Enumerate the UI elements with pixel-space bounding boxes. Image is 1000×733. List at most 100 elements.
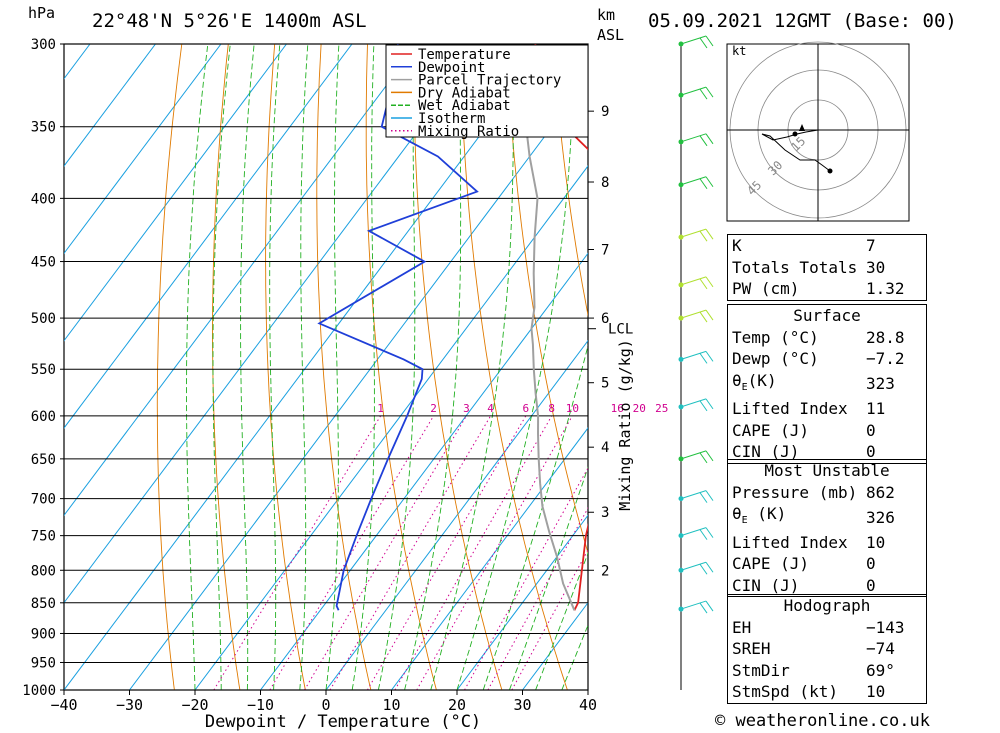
legend-entry-label: Wet Adiabat [418, 98, 511, 114]
height-km-label: 8 [601, 175, 609, 191]
pressure-tick-label: 300 [31, 37, 56, 53]
height-unit-asl: ASL [597, 26, 625, 44]
dewpoint-line [317, 44, 479, 611]
surface-temp-label: Temp (°C) [732, 327, 819, 347]
mixing-ratio-label: 8 [548, 402, 555, 415]
wet-adiabat-line [212, 44, 231, 690]
wind-barb [680, 398, 714, 412]
isotherm-line [64, 44, 418, 517]
index-value: 1.32 [866, 279, 905, 298]
index-row-pw: PW (cm) 1.32 [728, 278, 927, 300]
isotherm-line [456, 514, 588, 690]
wet-adiabat-line [456, 44, 575, 690]
surface-cape-value: 0 [866, 420, 876, 440]
legend-entry-label: Mixing Ratio [418, 124, 519, 140]
copyright-link[interactable]: © weatheronline.co.uk [715, 711, 930, 731]
mu-cape-value: 0 [866, 554, 876, 574]
hodo-eh-value: −143 [866, 617, 905, 637]
pressure-tick-label: 400 [31, 191, 56, 207]
pressure-unit-label: hPa [28, 4, 56, 22]
wind-barb [680, 276, 714, 290]
pressure-tick-label: 750 [31, 529, 56, 545]
surface-theta-e-value: 323 [866, 374, 895, 394]
legend [385, 44, 589, 138]
mu-cin-label: CIN (J) [732, 575, 800, 595]
wet-adiabat-line [240, 44, 255, 690]
height-unit-km: km [597, 6, 616, 24]
temperature-tick-label: 0 [321, 696, 330, 714]
index-label: PW (cm) [732, 279, 800, 298]
isotherm-line [194, 165, 588, 690]
dry-adiabat-line [552, 44, 588, 318]
isotherm-line [64, 44, 484, 604]
mixing-ratio-axis-label: Mixing Ratio (g/kg) [616, 339, 634, 511]
mixing-ratio-label: 1 [377, 402, 384, 415]
mu-theta-e-label: θE (K) [732, 504, 787, 527]
pressure-tick-label: 1000 [22, 683, 56, 699]
hodo-stmspd-value: 10 [866, 682, 886, 701]
temperature-tick-label: −30 [116, 696, 143, 714]
legend-entry-label: Dry Adiabat [418, 85, 511, 101]
lcl-label: LCL [608, 322, 633, 338]
surface-lifted-value: 11 [866, 399, 886, 419]
pressure-tick-label: 900 [31, 626, 56, 642]
wind-barb [680, 176, 714, 190]
parcel-trajectory-line [508, 61, 576, 611]
hodograph [726, 41, 910, 222]
mu-theta-e-value: 326 [866, 507, 895, 527]
surface-dewp-value: −7.2 [866, 349, 905, 368]
pressure-tick-label: 650 [31, 452, 56, 468]
surface-table: Surface Temp (°C) 28.8 Dewp (°C) −7.2 θE(K… [727, 304, 927, 464]
height-km-label: 2 [601, 563, 609, 579]
wet-adiabat-line [299, 44, 309, 690]
pressure-tick-label: 350 [31, 120, 56, 136]
mixing-ratio-label: 6 [522, 402, 529, 415]
pressure-tick-label: 850 [31, 596, 56, 612]
pressure-tick-label: 700 [31, 492, 56, 508]
wet-adiabat-line [351, 44, 375, 690]
index-value: 30 [866, 257, 886, 277]
hodo-title: Hodograph [783, 596, 871, 615]
most-unstable-table: Most Unstable Pressure (mb) 862 θE (K) 326… [727, 459, 927, 598]
wind-barb [680, 228, 714, 242]
surface-lifted-label: Lifted Index [732, 399, 848, 419]
isotherm-line [64, 44, 222, 255]
mu-lifted-value: 10 [866, 532, 886, 552]
height-km-label: 7 [601, 242, 609, 258]
surface-cin-label: CIN (J) [732, 442, 800, 462]
mixing-ratio-line [464, 466, 588, 690]
pressure-tick-label: 550 [31, 362, 56, 378]
legend-entry-label: Temperature [418, 47, 511, 63]
surface-title: Surface [793, 306, 861, 325]
mixing-ratio-label: 20 [633, 402, 646, 415]
mu-cape-label: CAPE (J) [732, 554, 810, 574]
pressure-tick-label: 950 [31, 655, 56, 671]
wind-barb [680, 600, 714, 614]
wind-barb [680, 561, 714, 575]
plot-area [63, 43, 589, 691]
legend-entry-label: Dewpoint [418, 60, 485, 76]
mixing-ratio-label: 25 [655, 402, 668, 415]
height-km-label: 4 [601, 440, 609, 456]
hodograph-params-table: Hodograph EH −143 SREH −74 StmDir 69° StmSp… [727, 594, 927, 704]
isotherm-line [129, 77, 588, 690]
hodograph-unit-label: kt [732, 44, 747, 58]
index-value: 7 [866, 236, 876, 255]
temperature-tick-label: −10 [247, 696, 274, 714]
pressure-tick-label: 600 [31, 409, 56, 425]
mixing-ratio-label: 3 [463, 402, 470, 415]
location-title: 22°48'N 5°26'E 1400m ASL [92, 10, 367, 32]
isotherm-line [391, 427, 588, 690]
temperature-tick-label: −40 [50, 696, 77, 714]
surface-theta-e-label: θE(K) [732, 370, 777, 393]
legend-entry-label: Isotherm [418, 111, 485, 127]
mixing-ratio-label: 4 [487, 402, 494, 415]
mixing-ratio-label: 2 [430, 402, 437, 415]
temperature-tick-label: −20 [181, 696, 208, 714]
pressure-tick-label: 450 [31, 255, 56, 271]
isotherm-line [64, 44, 156, 167]
wet-adiabat-line [325, 44, 340, 690]
hodo-stmspd-label: StmSpd (kt) [732, 682, 838, 701]
wet-adiabat-line [377, 44, 416, 690]
